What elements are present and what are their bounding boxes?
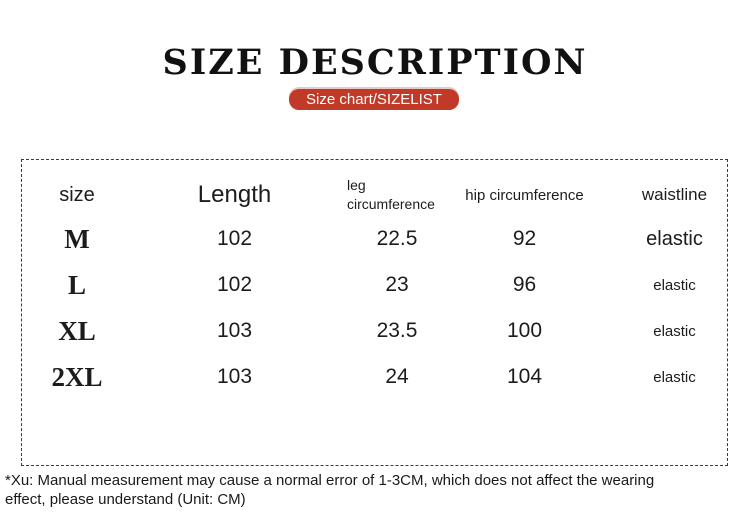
leg-circumference-value: 23.5 — [376, 319, 418, 342]
hip-circumference-value: 96 — [512, 273, 537, 296]
size-chart-badge: Size chart/SIZELIST — [289, 89, 459, 110]
length-value: 102 — [216, 227, 253, 250]
hip-circumference-value: 104 — [506, 365, 543, 388]
waistline-value: elastic — [653, 322, 696, 340]
table-row-xl: XL 103 23.5 100 elastic — [22, 308, 727, 354]
page-title: SIZE DESCRIPTION — [162, 42, 588, 83]
length-value: 103 — [216, 319, 253, 342]
column-header-size: size — [59, 183, 95, 206]
measurement-note: *Xu: Manual measurement may cause a norm… — [5, 471, 705, 509]
column-header-hip-circumference: hip circumference — [465, 186, 584, 204]
leg-circumference-value: 23 — [385, 273, 409, 296]
length-value: 103 — [216, 365, 253, 388]
table-row-m: M 102 22.5 92 elastic — [22, 216, 727, 262]
size-label: L — [67, 269, 86, 300]
measurement-note-line1: *Xu: Manual measurement may cause a norm… — [5, 472, 655, 489]
waistline-value: elastic — [653, 276, 696, 294]
waistline-value: elastic — [646, 227, 703, 250]
table-row-2xl: 2XL 103 24 104 elastic — [22, 354, 727, 400]
leg-circumference-value: 24 — [385, 365, 409, 388]
table-row-l: L 102 23 96 elastic — [22, 262, 727, 308]
table-header-row: size Length leg circumference hip circum… — [22, 174, 727, 216]
length-value: 102 — [216, 273, 253, 296]
column-header-length: Length — [197, 181, 272, 208]
hip-circumference-value: 92 — [512, 227, 537, 250]
leg-circumference-value: 22.5 — [376, 227, 418, 250]
column-header-leg-circumference: leg circumference — [347, 177, 435, 212]
size-table: size Length leg circumference hip circum… — [21, 159, 728, 466]
size-label: 2XL — [51, 361, 103, 392]
waistline-value: elastic — [653, 368, 696, 386]
hip-circumference-value: 100 — [506, 319, 543, 342]
size-label: M — [64, 223, 90, 254]
measurement-note-line2: effect, please understand (Unit: CM) — [5, 491, 246, 508]
column-header-waistline: waistline — [641, 185, 708, 204]
size-label: XL — [58, 315, 96, 346]
